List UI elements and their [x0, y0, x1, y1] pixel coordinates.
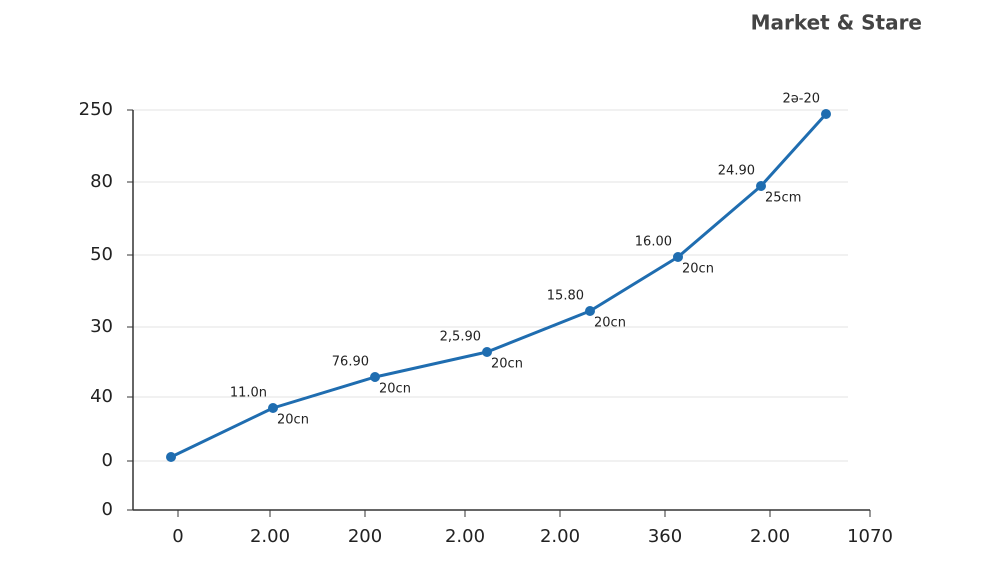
x-tick-label: 1070	[847, 526, 893, 547]
data-sublabel: 20cn	[379, 382, 411, 397]
x-tick-label: 2.00	[540, 526, 580, 547]
point	[166, 452, 176, 462]
x-tick-label: 2.00	[250, 526, 290, 547]
x-tick-label: 360	[648, 526, 682, 547]
point	[482, 347, 492, 357]
x-tick-label: 2.00	[750, 526, 790, 547]
data-label: 16.00	[635, 235, 672, 250]
line	[170, 112, 828, 459]
data-label: 2ǝ-20	[782, 92, 820, 107]
data-label: 2,5.90	[440, 330, 481, 345]
x-tick-label: 200	[348, 526, 382, 547]
point	[585, 306, 595, 316]
point	[268, 403, 278, 413]
chart-title: Market & Stare	[751, 11, 922, 35]
y-tick-label: 50	[90, 244, 113, 265]
y-tick-label: 30	[90, 316, 113, 337]
y-tick-label: 0	[102, 450, 113, 471]
data-sublabel: 20cn	[594, 316, 626, 331]
x-tick-label: 2.00	[445, 526, 485, 547]
data-label: 15.80	[547, 289, 584, 304]
y-tick-label: 40	[90, 386, 113, 407]
data-label: 76.90	[332, 355, 369, 370]
point	[756, 181, 766, 191]
data-label: 24.90	[718, 164, 755, 179]
data-sublabel: 20cn	[277, 413, 309, 428]
point	[821, 109, 831, 119]
point	[673, 252, 683, 262]
data-sublabel: 20cn	[682, 262, 714, 277]
y-tick-label: 80	[90, 171, 113, 192]
y-tick-label: 250	[79, 99, 113, 120]
data-sublabel: 20cn	[491, 357, 523, 372]
x-tick-label: 0	[172, 526, 183, 547]
y-tick-label: 0	[102, 499, 113, 520]
data-label: 11.0n	[230, 386, 267, 401]
point	[370, 372, 380, 382]
data-sublabel: 25cm	[765, 191, 801, 206]
